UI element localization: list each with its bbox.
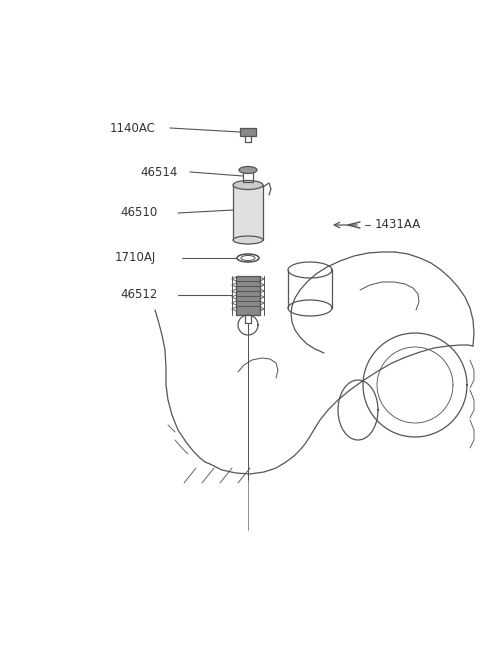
Bar [240,128,256,136]
Text: 46514: 46514 [140,166,178,179]
Text: 1431AA: 1431AA [375,219,421,231]
Bar [236,276,260,315]
Text: 46510: 46510 [120,206,157,219]
Text: 1710AJ: 1710AJ [115,252,156,265]
Ellipse shape [239,166,257,174]
Text: 46512: 46512 [120,288,157,301]
Text: 1140AC: 1140AC [110,121,156,134]
Ellipse shape [233,236,263,244]
Ellipse shape [233,181,263,189]
Bar [233,185,263,240]
